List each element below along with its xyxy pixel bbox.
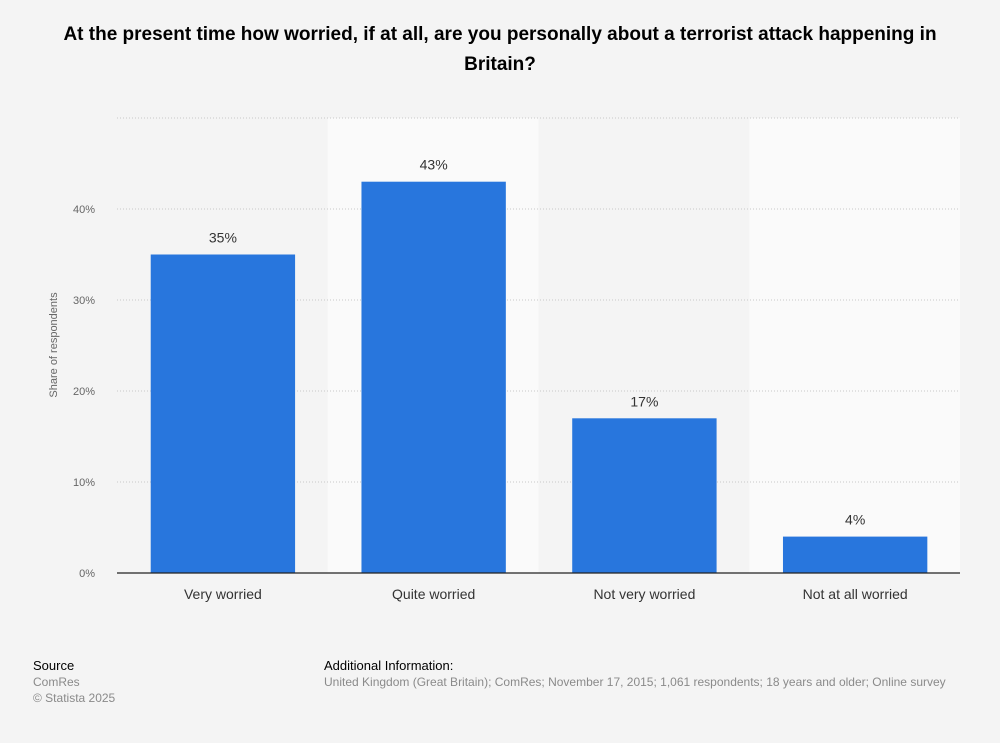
bar[interactable] [361,181,506,573]
y-tick-label: 10% [73,477,95,489]
data-label: 17% [630,393,658,409]
bar[interactable] [150,254,296,574]
additional-info-text: United Kingdom (Great Britain); ComRes; … [324,675,946,689]
copyright: © Statista 2025 [33,691,116,705]
x-tick-label: Very worried [184,586,262,602]
chart-title: At the present time how worried, if at a… [63,24,937,75]
data-label: 43% [420,157,448,173]
data-label: 4% [845,512,865,528]
source-text[interactable]: ComRes [33,675,80,689]
y-axis-label: Share of respondents [48,292,60,398]
bar[interactable] [572,418,717,573]
x-tick-label: Not very worried [593,586,695,602]
y-tick-label: 30% [73,295,95,307]
data-label: 35% [209,230,237,246]
x-tick-label: Quite worried [392,586,475,602]
y-tick-label: 0% [79,568,95,580]
source-heading: Source [33,658,75,673]
x-tick-label: Not at all worried [803,586,908,602]
additional-info-heading: Additional Information: [324,658,454,673]
y-tick-label: 20% [73,386,95,398]
y-tick-label: 40% [73,204,95,216]
bar[interactable] [782,536,928,573]
category-band [749,118,960,573]
